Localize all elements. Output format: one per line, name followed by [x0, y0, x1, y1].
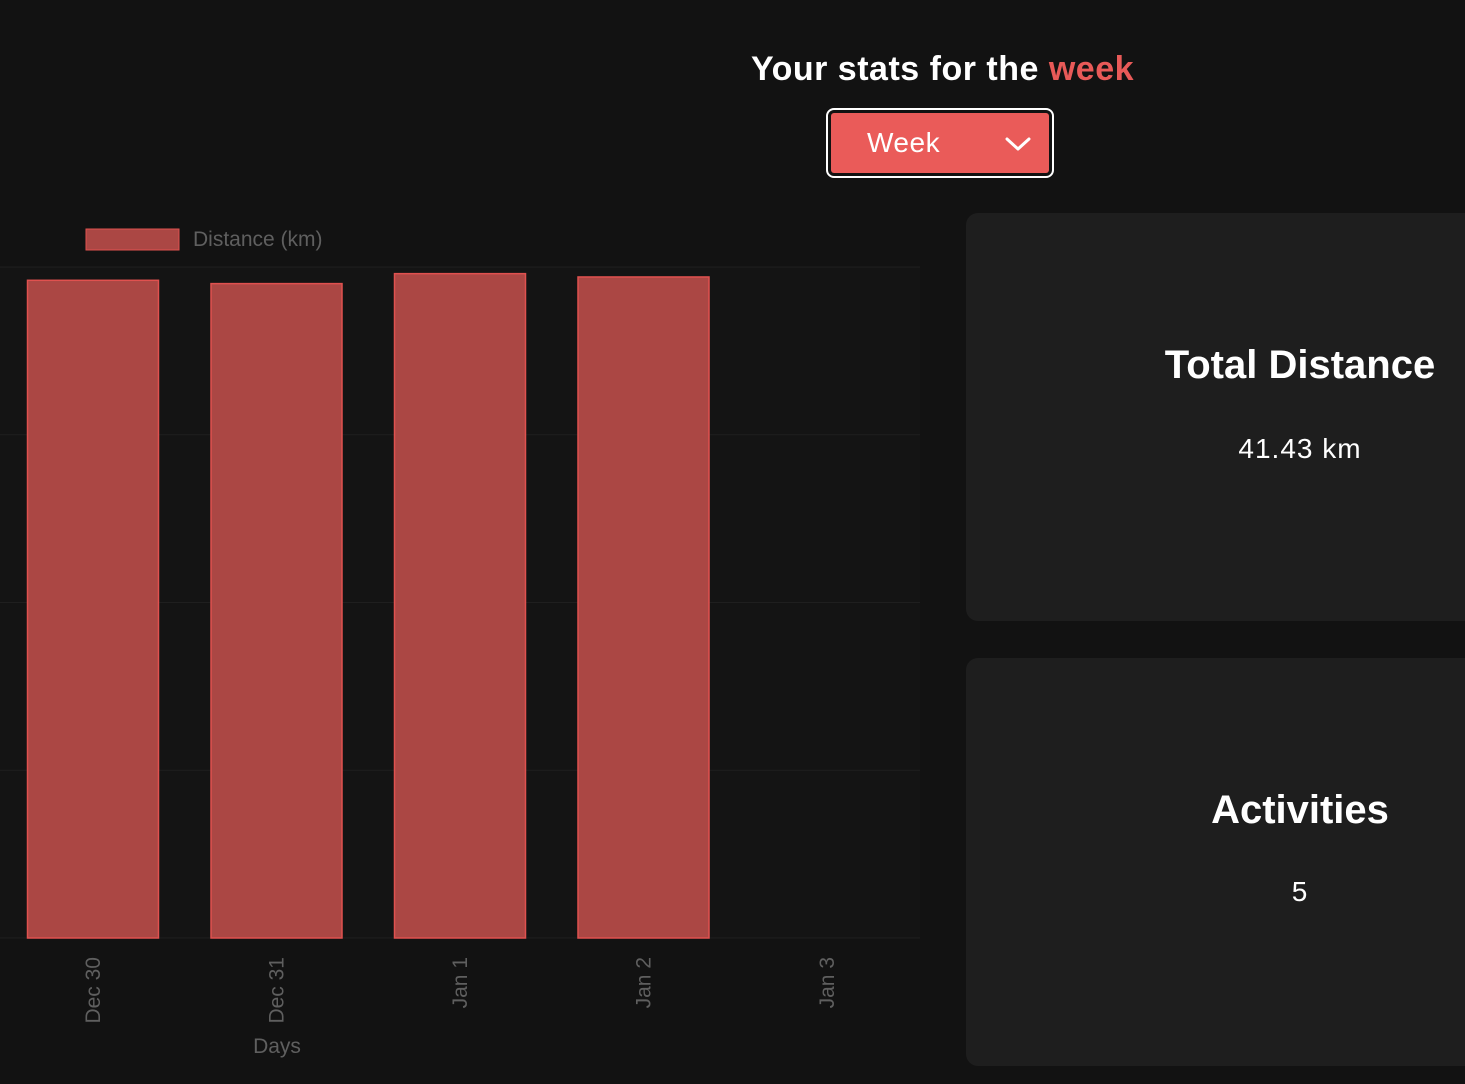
- page-title: Your stats for the week: [475, 50, 1410, 89]
- distance-chart: Distance (km) Dec 30 Dec 31 Jan 1 Jan 2 Jan 3…: [0, 215, 925, 1075]
- legend-swatch: [85, 228, 180, 251]
- bar: [210, 282, 343, 939]
- x-axis-label: Days: [253, 1035, 301, 1058]
- x-tick-label: Jan 1: [449, 957, 472, 1008]
- period-select-field[interactable]: Week: [831, 113, 1049, 173]
- total-distance-value: 41.43 km: [1238, 433, 1362, 464]
- activities-title: Activities: [1211, 788, 1389, 832]
- legend-label: Distance (km): [193, 228, 323, 251]
- period-select-value: Week: [867, 127, 941, 158]
- period-select[interactable]: Week: [826, 108, 1054, 178]
- activities-value: 5: [1291, 876, 1309, 907]
- bar: [577, 276, 710, 939]
- page-title-prefix: Your stats for the: [750, 50, 1039, 88]
- x-tick-label: Jan 2: [633, 957, 656, 1008]
- x-tick-label: Dec 31: [266, 957, 289, 1024]
- total-distance-card: Total Distance 41.43 km: [966, 213, 1465, 621]
- total-distance-title: Total Distance: [1164, 343, 1436, 387]
- page-title-accent: week: [1048, 50, 1135, 88]
- x-tick-label: Jan 3: [816, 957, 839, 1008]
- chevron-down-icon: [1005, 137, 1031, 151]
- bar: [393, 272, 527, 939]
- x-tick-label: Dec 30: [82, 957, 105, 1024]
- distance-chart-svg: Distance (km) Dec 30 Dec 31 Jan 1 Jan 2 Jan 3…: [0, 228, 920, 1058]
- activities-card: Activities 5: [966, 658, 1465, 1066]
- bar: [26, 279, 160, 939]
